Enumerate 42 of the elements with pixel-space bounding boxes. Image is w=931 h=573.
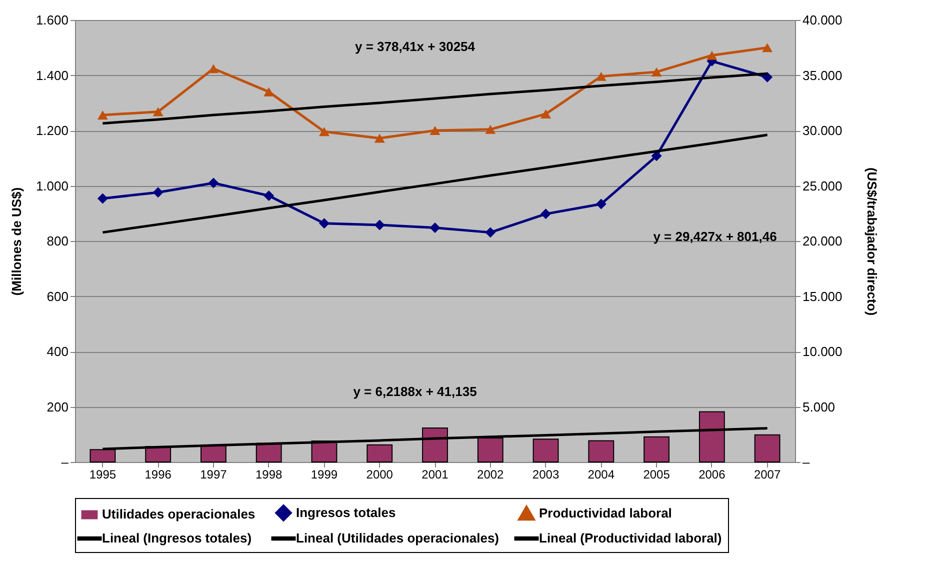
- legend-label: Utilidades operacionales: [102, 506, 256, 522]
- x-tick-label: 2002: [477, 468, 504, 482]
- y2-tick-label: 40.000: [802, 12, 842, 28]
- y-tick-label: –: [61, 454, 70, 470]
- x-tick-label: 2003: [532, 468, 560, 482]
- annotation: y = 29,427x + 801,46: [653, 229, 777, 244]
- x-tick-label: 1996: [144, 468, 172, 482]
- x-tick-label: 2005: [643, 468, 670, 482]
- x-tick-label: 2001: [422, 468, 449, 482]
- y-axis-title: (Millones de US$): [8, 187, 24, 296]
- x-tick-label: 1997: [200, 468, 228, 482]
- legend-label: Ingresos totales: [296, 504, 396, 520]
- x-tick-label: 1999: [310, 468, 338, 482]
- y2-tick-label: 35.000: [802, 68, 842, 83]
- y2-tick-label: 20.000: [802, 234, 842, 248]
- y2-tick-label: 10.000: [802, 344, 842, 359]
- y-tick-label: 400: [46, 344, 68, 359]
- annotation: y = 378,41x + 30254: [354, 39, 476, 54]
- legend-label: Productividad laboral: [539, 505, 672, 520]
- y-tick-label: 1.600: [36, 12, 68, 28]
- x-tick-label: 2000: [366, 468, 394, 482]
- y-tick-label: 1.400: [36, 68, 68, 83]
- legend-label: Lineal (Productividad laboral): [539, 530, 722, 546]
- y2-tick-label: 5.000: [802, 399, 836, 414]
- x-tick-label: 1995: [89, 468, 116, 482]
- y2-tick-label: 30.000: [802, 123, 842, 138]
- x-tick-label: 1998: [255, 468, 283, 482]
- x-tick-label: 2007: [754, 468, 781, 482]
- y-tick-label: 1.200: [36, 123, 68, 138]
- y-tick-label: 600: [46, 288, 68, 304]
- y-tick-label: 200: [46, 399, 68, 414]
- x-tick-label: 2006: [698, 468, 726, 482]
- y2-tick-label: –: [802, 454, 810, 470]
- x-tick-label: 2004: [588, 468, 615, 482]
- y-tick-label: 800: [46, 234, 68, 248]
- y-tick-label: 1.000: [36, 178, 68, 194]
- y2-tick-label: 25.000: [802, 178, 842, 194]
- y2-axis-title: (US$/trabajador directo): [864, 167, 880, 316]
- legend-label: Lineal (Ingresos totales): [102, 530, 252, 546]
- legend-label: Lineal (Utilidades operacionales): [296, 530, 499, 546]
- annotation: y = 6,2188x + 41,135: [353, 384, 477, 399]
- y2-tick-label: 15.000: [802, 288, 842, 304]
